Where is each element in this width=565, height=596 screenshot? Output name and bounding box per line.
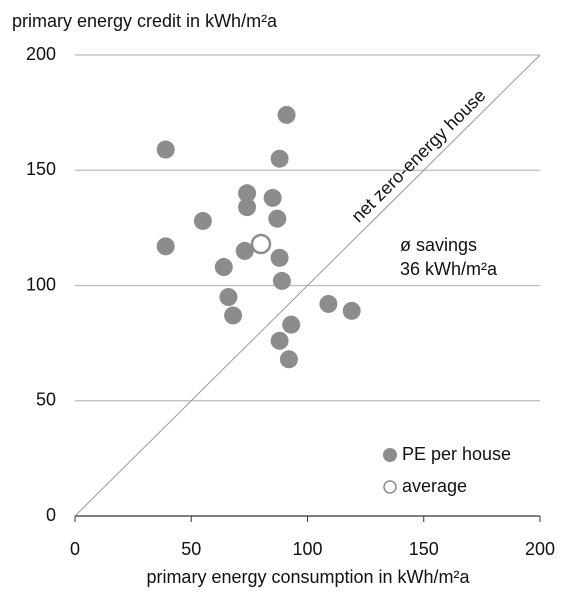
x-tick-label: 0 [70,539,80,559]
y-axis-title: primary energy credit in kWh/m²a [12,11,278,31]
point [279,350,298,369]
point [263,188,282,207]
point [214,258,233,277]
point [235,241,254,260]
point [156,140,175,159]
point [224,306,243,325]
x-tick-label: 150 [409,539,439,559]
point [270,149,289,168]
point [270,331,289,350]
annotation: ø savings [400,235,477,255]
point [238,184,257,203]
legend-label: PE per house [402,444,511,464]
reference-line [74,54,541,517]
annotation: 36 kWh/m²a [400,259,498,279]
point [277,105,296,124]
legend-label: average [402,476,467,496]
point [342,301,361,320]
x-tick-label: 50 [181,539,201,559]
x-axis-title: primary energy consumption in kWh/m²a [146,567,470,587]
point [250,233,272,255]
point [319,294,338,313]
y-tick-label: 50 [36,390,56,410]
y-tick-label: 100 [26,274,56,294]
legend-marker [383,448,397,462]
point [272,271,291,290]
legend-marker [383,480,397,494]
point [193,211,212,230]
y-tick-label: 0 [46,505,56,525]
point [219,288,238,307]
x-tick-label: 200 [525,539,555,559]
y-tick-label: 150 [26,159,56,179]
y-tick-label: 200 [26,44,56,64]
point [156,237,175,256]
point [282,315,301,334]
point [270,248,289,267]
reference-line-label: net zero-energy house [348,85,490,226]
x-tick-label: 100 [292,539,322,559]
point [268,209,287,228]
point [238,198,257,217]
